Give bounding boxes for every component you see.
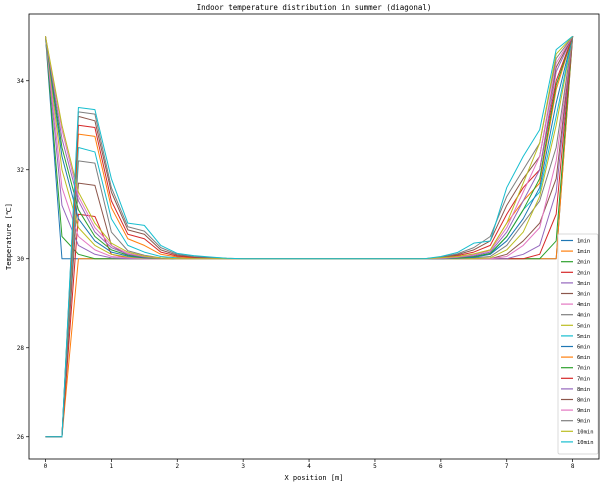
x-axis-title: X position [m] bbox=[284, 474, 343, 482]
legend-label: 2min bbox=[577, 270, 590, 276]
legend-label: 4min bbox=[577, 313, 590, 319]
legend-label: 2min bbox=[577, 260, 590, 266]
legend: 1min 1min 2min 2min 3min 3min 4min 4min 5min 5min… bbox=[557, 233, 599, 455]
y-tick-label: 34 bbox=[17, 78, 25, 85]
x-tick-label: 8 bbox=[571, 463, 575, 470]
y-tick-label: 26 bbox=[17, 434, 25, 441]
legend-label: 1min bbox=[577, 239, 590, 245]
series-line-10 bbox=[45, 36, 574, 438]
series-line-7 bbox=[44, 36, 574, 260]
series-line-11 bbox=[44, 36, 574, 260]
legend-label: 6min bbox=[577, 345, 590, 351]
series-line-3 bbox=[44, 36, 574, 260]
series-line-15 bbox=[44, 36, 574, 260]
x-tick-label: 1 bbox=[110, 463, 114, 470]
legend-label: 7min bbox=[577, 376, 590, 382]
series-layer bbox=[44, 35, 574, 438]
legend-label: 10min bbox=[577, 440, 594, 446]
legend-label: 3min bbox=[577, 281, 590, 287]
y-tick-label: 30 bbox=[17, 256, 25, 263]
y-tick-label: 32 bbox=[17, 167, 25, 174]
series-line-9 bbox=[44, 36, 574, 260]
legend-label: 8min bbox=[577, 398, 590, 404]
y-axis-title: Temperature [℃] bbox=[5, 203, 13, 270]
x-tick-label: 2 bbox=[175, 463, 179, 470]
x-tick-label: 6 bbox=[439, 463, 443, 470]
legend-label: 1min bbox=[577, 249, 590, 255]
legend-label: 8min bbox=[577, 387, 590, 393]
series-line-12 bbox=[45, 36, 574, 438]
legend-label: 6min bbox=[577, 355, 590, 361]
plot-frame bbox=[28, 13, 600, 460]
legend-label: 5min bbox=[577, 323, 590, 329]
y-tick-label: 28 bbox=[17, 345, 25, 352]
series-line-13 bbox=[44, 36, 574, 260]
series-line-20 bbox=[45, 35, 573, 438]
x-tick-label: 3 bbox=[241, 463, 245, 470]
series-line-5 bbox=[44, 36, 574, 260]
series-line-1 bbox=[44, 36, 574, 260]
series-line-2 bbox=[45, 36, 574, 438]
series-line-18 bbox=[45, 35, 574, 438]
legend-label: 9min bbox=[577, 408, 590, 414]
x-tick-label: 5 bbox=[373, 463, 377, 470]
chart-title: Indoor temperature distribution in summe… bbox=[197, 3, 432, 12]
legend-label: 4min bbox=[577, 302, 590, 308]
legend-label: 3min bbox=[577, 292, 590, 298]
series-line-4 bbox=[45, 36, 574, 438]
legend-label: 7min bbox=[577, 366, 590, 372]
series-line-6 bbox=[45, 36, 574, 438]
x-tick-label: 7 bbox=[505, 463, 509, 470]
series-line-16 bbox=[45, 36, 574, 438]
series-line-19 bbox=[44, 35, 574, 260]
x-tick-label: 4 bbox=[307, 463, 311, 470]
legend-label: 5min bbox=[577, 334, 590, 340]
legend-label: 9min bbox=[577, 419, 590, 425]
legend-label: 10min bbox=[577, 429, 594, 435]
x-tick-label: 0 bbox=[44, 463, 48, 470]
series-line-14 bbox=[45, 36, 574, 438]
series-line-8 bbox=[45, 36, 574, 438]
series-line-17 bbox=[44, 35, 574, 260]
